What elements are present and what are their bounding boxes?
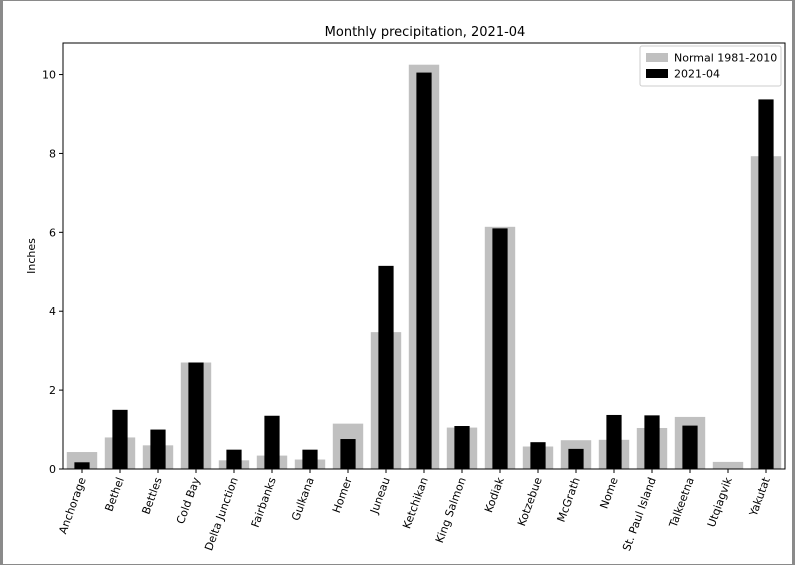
x-tick-label-12: Kotzebue <box>515 475 545 528</box>
bar-actual-4 <box>226 449 242 469</box>
x-tick-label-8: Juneau <box>367 476 392 517</box>
bar-actual-16 <box>682 425 698 469</box>
x-tick-label-3: Cold Bay <box>174 475 203 526</box>
legend-label-0: Normal 1981-2010 <box>674 52 777 65</box>
legend-label-1: 2021-04 <box>674 68 720 81</box>
legend-swatch-0 <box>646 53 668 62</box>
y-tick-label-2: 4 <box>49 305 56 318</box>
legend-swatch-1 <box>646 69 668 78</box>
bar-actual-18 <box>758 99 774 469</box>
y-tick-label-4: 8 <box>49 147 56 160</box>
y-axis-label: Inches <box>25 238 38 274</box>
x-tick-label-1: Bethel <box>102 476 126 514</box>
bar-actual-9 <box>416 72 432 469</box>
bar-actual-7 <box>340 439 356 469</box>
x-tick-label-0: Anchorage <box>56 475 89 535</box>
bar-actual-0 <box>74 462 90 469</box>
bar-actual-2 <box>150 429 166 469</box>
actual-series-bars <box>74 72 774 469</box>
x-tick-label-16: Talkeetna <box>666 476 696 530</box>
legend-box <box>639 45 782 87</box>
x-tick-label-18: Yakutat <box>746 475 773 519</box>
legend: Normal 1981-2010 2021-04 <box>639 45 782 87</box>
bar-actual-10 <box>454 426 470 469</box>
bar-actual-11 <box>492 228 508 469</box>
x-tick-label-11: Kodiak <box>482 475 507 514</box>
y-tick-label-3: 6 <box>49 226 56 239</box>
bar-actual-15 <box>644 415 660 469</box>
x-tick-label-9: Ketchikan <box>400 476 431 531</box>
y-tick-label-0: 0 <box>49 463 56 476</box>
bar-actual-6 <box>302 449 318 469</box>
x-tick-label-5: Fairbanks <box>249 475 279 529</box>
x-tick-label-4: Delta Junction <box>202 476 241 553</box>
x-tick-label-14: Nome <box>598 475 621 510</box>
y-tick-label-5: 10 <box>42 69 56 82</box>
y-ticks: 0 2 4 6 8 10 <box>42 69 63 476</box>
x-tick-label-17: Utqiagvik <box>705 475 735 529</box>
x-tick-label-6: Gulkana <box>289 476 317 523</box>
bar-actual-5 <box>264 415 280 469</box>
bar-actual-12 <box>530 442 546 469</box>
bar-actual-14 <box>606 414 622 469</box>
bar-actual-1 <box>112 409 128 469</box>
x-tick-label-10: King Salmon <box>433 476 469 545</box>
x-ticks: Anchorage Bethel Bettles Cold Bay Delta Junc… <box>56 469 773 553</box>
bar-actual-13 <box>568 448 584 469</box>
x-tick-label-2: Bettles <box>139 475 164 516</box>
x-tick-label-13: McGrath <box>555 476 583 524</box>
bar-actual-8 <box>378 265 394 469</box>
bar-normal-17 <box>712 461 744 469</box>
bar-actual-3 <box>188 362 204 469</box>
y-tick-label-1: 2 <box>49 384 56 397</box>
chart-title: Monthly precipitation, 2021-04 <box>325 25 526 40</box>
x-tick-label-7: Homer <box>330 475 355 515</box>
x-tick-label-15: St. Paul Island <box>620 476 659 553</box>
